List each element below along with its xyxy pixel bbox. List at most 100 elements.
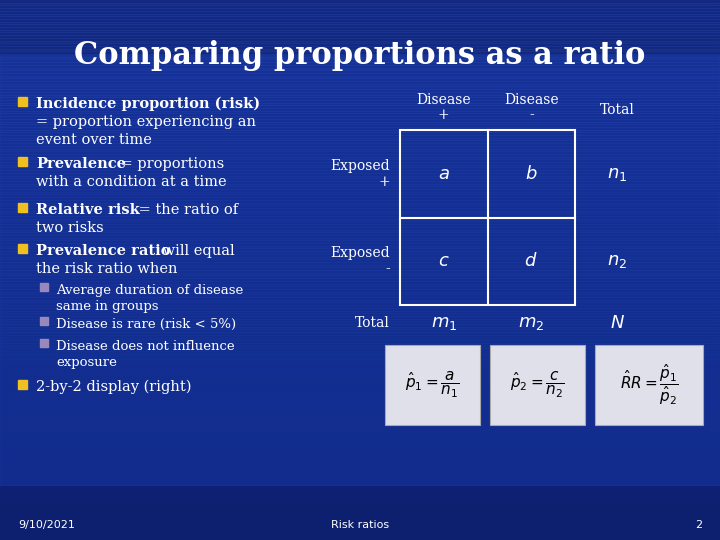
Bar [0,113,720,116]
Bar [40,284,48,292]
Text: $n_2$: $n_2$ [607,252,627,270]
Bar [18,97,27,106]
Bar [595,345,703,425]
Bar [0,394,720,397]
Bar [0,408,720,410]
Bar [0,181,720,184]
Bar [0,464,720,467]
Bar [0,3,720,5]
Bar [0,462,720,464]
Bar [385,345,480,425]
Text: Disease is rare (risk < 5%): Disease is rare (risk < 5%) [56,318,236,331]
Bar [0,200,720,202]
Bar [0,472,720,475]
Bar [0,302,720,305]
Text: $c$: $c$ [438,252,449,270]
Bar [0,170,720,173]
Bar [0,202,720,205]
Bar [0,5,720,8]
Bar [0,356,720,359]
Bar [18,244,27,253]
Bar [0,375,720,378]
Text: $\hat{p}_2 = \dfrac{c}{n_2}$: $\hat{p}_2 = \dfrac{c}{n_2}$ [510,370,565,400]
Bar [0,127,720,130]
Bar [0,437,720,440]
Bar [0,97,720,100]
Bar [0,446,720,448]
Bar [0,286,720,289]
Bar [0,54,720,57]
Text: = the ratio of: = the ratio of [134,203,238,217]
Bar [0,235,720,238]
Bar [0,208,720,211]
Text: $d$: $d$ [524,252,538,270]
Bar [0,122,720,124]
Bar [0,238,720,240]
Bar [0,248,720,251]
Bar [0,410,720,413]
Bar [0,313,720,316]
Bar [0,124,720,127]
Text: Prevalence ratio: Prevalence ratio [36,244,171,258]
Bar [0,526,720,529]
Bar [0,273,720,275]
Text: Exposed: Exposed [330,159,390,173]
Bar [0,30,720,32]
Text: Exposed: Exposed [330,246,390,260]
Bar [0,11,720,14]
Bar [0,224,720,227]
Bar [0,165,720,167]
Bar [0,146,720,148]
Bar [0,186,720,189]
Bar [0,354,720,356]
Text: -: - [385,262,390,276]
Bar [0,416,720,418]
Bar [0,192,720,194]
Text: Comparing proportions as a ratio: Comparing proportions as a ratio [74,40,646,71]
Bar [0,246,720,248]
Bar [0,500,720,502]
Bar [0,510,720,513]
Text: Disease: Disease [504,93,559,107]
Text: Disease: Disease [416,93,471,107]
Bar [0,310,720,313]
Text: Total: Total [355,316,390,330]
Bar [0,194,720,197]
Text: event over time: event over time [36,133,152,147]
Bar [0,86,720,89]
Bar [0,400,720,402]
Bar [0,521,720,524]
Bar [0,319,720,321]
Bar [0,402,720,405]
Bar [0,489,720,491]
Bar [0,421,720,424]
Bar [0,243,720,246]
Bar [0,459,720,462]
Bar [0,454,720,456]
Bar [0,78,720,81]
Bar [0,43,720,46]
Bar [0,32,720,35]
Bar [0,505,720,508]
Bar [0,40,720,43]
Bar [0,516,720,518]
Bar [0,35,720,38]
Bar [0,383,720,386]
Bar [0,84,720,86]
Bar [0,173,720,176]
Text: Average duration of disease: Average duration of disease [56,284,243,297]
Text: = proportions: = proportions [116,157,224,171]
Bar [0,418,720,421]
Bar [0,46,720,49]
Bar [0,111,720,113]
Text: exposure: exposure [56,356,117,369]
Bar [0,297,720,300]
Text: $m_2$: $m_2$ [518,314,544,332]
Bar [0,240,720,243]
Bar [18,202,27,212]
Bar [0,178,720,181]
Bar [0,140,720,143]
Bar [0,513,720,516]
Bar [0,502,720,505]
Bar [0,92,720,94]
